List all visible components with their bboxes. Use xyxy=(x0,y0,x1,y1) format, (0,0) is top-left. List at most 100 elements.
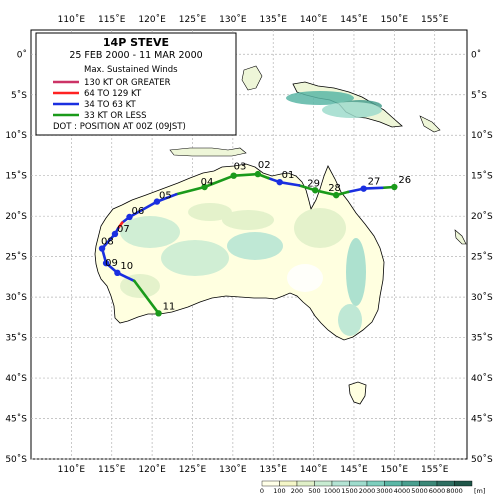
track-position-dot xyxy=(333,191,340,199)
legend-box xyxy=(35,32,237,136)
colorbar-cell xyxy=(384,480,403,487)
lat-tick-label-left: 50˚S xyxy=(5,454,27,465)
colorbar-tick-label: 2000 xyxy=(359,487,376,495)
lon-tick-label-bottom: 140˚E xyxy=(300,464,328,475)
lat-tick-label-right: 10˚S xyxy=(471,130,493,141)
lon-tick-label-top: 125˚E xyxy=(179,14,207,25)
lat-tick-label-left: 20˚S xyxy=(5,211,27,222)
colorbar-tick-label: 100 xyxy=(273,487,285,495)
track-position-dot xyxy=(276,178,283,186)
colorbar-tick-label: 5000 xyxy=(411,487,428,495)
track-position-dot xyxy=(230,172,237,179)
lat-tick-label-right: 15˚S xyxy=(471,171,493,182)
lon-tick-label-top: 135˚E xyxy=(260,14,288,25)
lon-tick-label-bottom: 150˚E xyxy=(381,464,409,475)
colorbar-cell xyxy=(401,480,420,487)
colorbar-tick-label: 500 xyxy=(308,487,320,495)
lat-tick-label-right: 40˚S xyxy=(471,373,493,384)
lon-tick-label-top: 120˚E xyxy=(138,14,166,25)
track-day-label: 27 xyxy=(368,177,381,188)
legend: 14P STEVE 25 FEB 2000 - 11 MAR 2000 Max.… xyxy=(35,32,237,136)
colorbar-tick-label: 4000 xyxy=(394,487,411,495)
terrain-shading xyxy=(120,91,382,336)
lat-tick-label-right: 0˚ xyxy=(471,49,481,60)
track-position-dot xyxy=(126,213,133,221)
lat-tick-label-left: 5˚S xyxy=(11,90,27,101)
track-day-label: 03 xyxy=(234,162,247,173)
longitude-labels-bottom: 110˚E 115˚E 120˚E 125˚E 130˚E 135˚E 140˚E 145˚E… xyxy=(58,464,449,475)
colorbar-tick-label: 3000 xyxy=(376,487,393,495)
track-day-label: 11 xyxy=(163,301,176,312)
lon-tick-label-top: 155˚E xyxy=(421,14,449,25)
lat-tick-label-left: 15˚S xyxy=(5,171,27,182)
lat-tick-label-left: 25˚S xyxy=(5,252,27,263)
lon-tick-label-top: 145˚E xyxy=(340,14,368,25)
lon-tick-label-bottom: 135˚E xyxy=(260,464,288,475)
colorbar-cell xyxy=(366,480,385,487)
legend-dot-note: DOT : POSITION AT 00Z (09JST) xyxy=(53,122,186,132)
lat-tick-label-left: 10˚S xyxy=(5,130,27,141)
track-day-label: 28 xyxy=(328,183,341,194)
colorbar-cell xyxy=(279,480,298,487)
lat-tick-label-right: 25˚S xyxy=(471,252,493,263)
lat-tick-label-right: 35˚S xyxy=(471,333,493,344)
track-segment xyxy=(120,193,178,224)
lat-tick-label-left: 30˚S xyxy=(5,292,27,303)
track-day-label: 06 xyxy=(132,206,145,217)
legend-label-64kt: 64 TO 129 KT xyxy=(84,89,142,99)
colorbar-cell xyxy=(296,480,315,487)
track-position-dot xyxy=(254,170,262,178)
colorbar-cell xyxy=(349,480,368,487)
lon-tick-label-top: 130˚E xyxy=(219,14,247,25)
lon-tick-label-top: 150˚E xyxy=(381,14,409,25)
lat-tick-label-right: 20˚S xyxy=(471,211,493,222)
track-position-dot xyxy=(114,269,121,277)
track-position-dot xyxy=(155,310,162,317)
track-day-label: 09 xyxy=(105,258,118,269)
new-caledonia xyxy=(454,229,467,245)
longitude-labels-top: 110˚E 115˚E 120˚E 125˚E 130˚E 135˚E 140˚E 145˚E… xyxy=(58,14,449,25)
colorbar-tick-label: 1500 xyxy=(341,487,358,495)
track-position-dot xyxy=(391,183,398,191)
lat-tick-label-left: 0˚ xyxy=(17,49,27,60)
storm-dates: 25 FEB 2000 - 11 MAR 2000 xyxy=(69,50,202,61)
track-position-dot xyxy=(360,185,367,192)
track-day-label: 26 xyxy=(398,175,411,186)
legend-heading: Max. Sustained Winds xyxy=(84,65,178,75)
track-position-dot xyxy=(153,198,161,205)
moluccas-land xyxy=(241,65,263,91)
track-position-dot xyxy=(312,187,319,194)
colorbar-cell xyxy=(436,480,455,487)
track-position-dot xyxy=(102,259,110,267)
track-day-label: 08 xyxy=(101,237,114,248)
track-day-label: 29 xyxy=(307,178,320,189)
track-day-label: 05 xyxy=(159,191,172,202)
lat-tick-label-left: 35˚S xyxy=(5,333,27,344)
track-segment xyxy=(133,279,160,315)
lon-tick-label-bottom: 120˚E xyxy=(138,464,166,475)
colorbar-cell xyxy=(419,480,438,487)
storm-title: 14P STEVE xyxy=(103,36,169,49)
solomon-islands xyxy=(419,115,441,133)
colorbar-tick-label: 0 xyxy=(260,487,264,495)
colorbar-cell xyxy=(261,480,280,487)
lat-tick-label-right: 45˚S xyxy=(471,414,493,425)
track-position-dot xyxy=(98,245,106,252)
latitude-labels-left: 0˚ 5˚S 10˚S 15˚S 20˚S 25˚S 30˚S 35˚S 40˚S 45˚S 50˚… xyxy=(5,49,27,465)
legend-label-34kt: 34 TO 63 KT xyxy=(84,100,137,110)
colorbar-tick-label: 6000 xyxy=(429,487,446,495)
colorbar-cell xyxy=(331,480,350,487)
colorbar-cell xyxy=(454,480,473,487)
lon-tick-label-bottom: 110˚E xyxy=(58,464,86,475)
lat-tick-label-left: 40˚S xyxy=(5,373,27,384)
lon-tick-label-bottom: 115˚E xyxy=(98,464,126,475)
tasmania-land xyxy=(348,381,367,405)
lon-tick-label-bottom: 155˚E xyxy=(421,464,449,475)
track-day-label: 10 xyxy=(120,261,133,272)
lat-tick-label-left: 45˚S xyxy=(5,414,27,425)
latitude-labels-right: 0˚ 5˚S 10˚S 15˚S 20˚S 25˚S 30˚S 35˚S 40˚S 45˚S 50˚… xyxy=(471,49,493,465)
legend-label-33kt: 33 KT OR LESS xyxy=(84,111,147,121)
lon-tick-label-bottom: 125˚E xyxy=(179,464,207,475)
